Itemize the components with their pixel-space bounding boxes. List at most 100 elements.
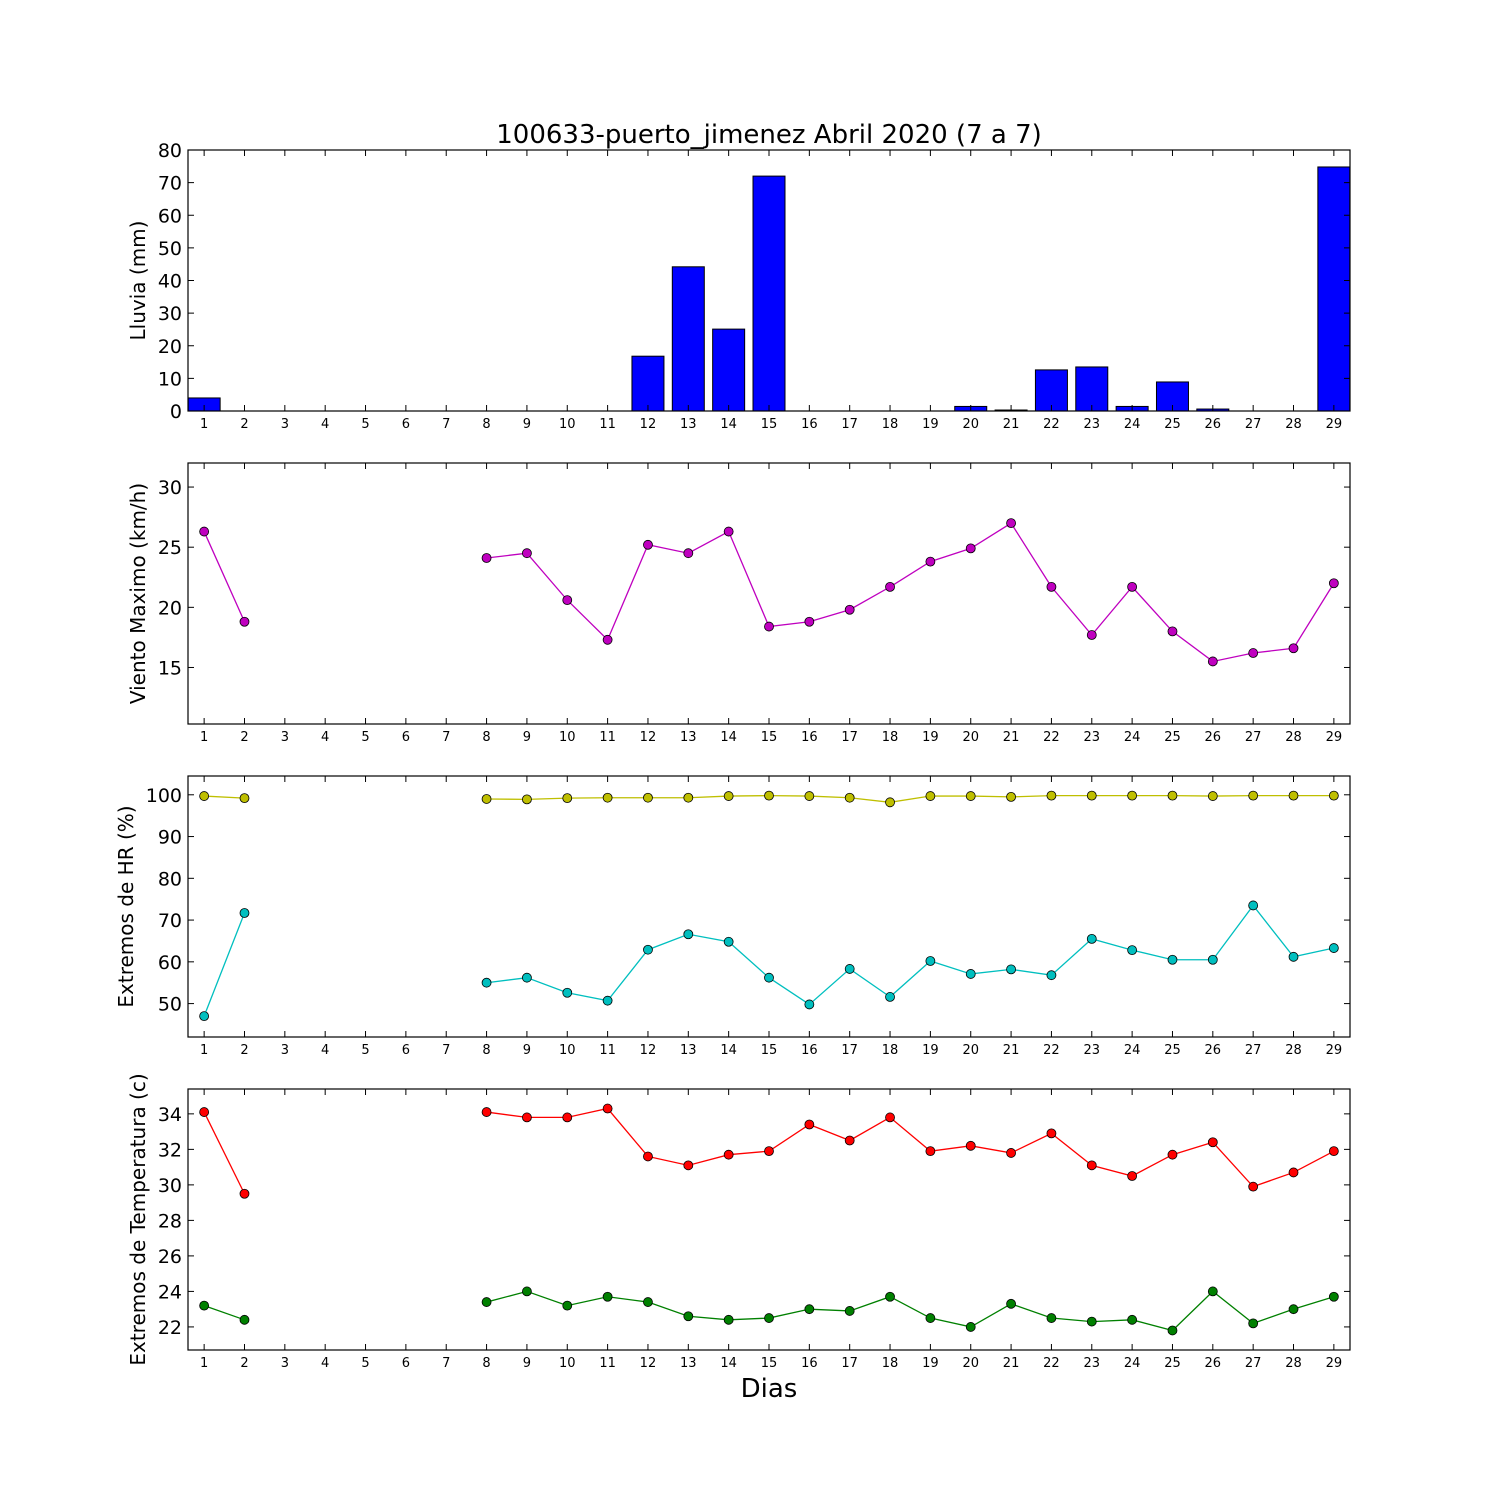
rain-bar-day-23 xyxy=(1075,366,1109,412)
x-axis-label: Dias xyxy=(741,1374,798,1404)
panel-2-xtick-label-20: 20 xyxy=(962,730,979,745)
panel-4-series-1-point-day-22 xyxy=(1046,1128,1057,1139)
panel-3-xtick-label-6: 6 xyxy=(402,1043,410,1058)
panel-4-series-1-point-day-1 xyxy=(199,1107,210,1117)
panel-4-xtick-label-27: 27 xyxy=(1245,1356,1262,1371)
panel-1-ytick-label-30: 30 xyxy=(158,303,182,325)
panel-2-series-1-point-day-23 xyxy=(1086,630,1097,640)
panel-1-y-axis-label: Lluvia (mm) xyxy=(126,221,150,341)
panel-4-series-2-point-day-28 xyxy=(1288,1304,1299,1315)
panel-3-xtick-label-27: 27 xyxy=(1245,1043,1262,1058)
panel-2-series-1-point-day-1 xyxy=(199,526,210,537)
panel-4-xtick-label-9: 9 xyxy=(523,1356,531,1371)
panel-3-series-2-point-day-16 xyxy=(804,999,815,1010)
panel-3-series-1-point-day-15 xyxy=(764,790,774,801)
panel-4-series-1-point-day-21 xyxy=(1006,1148,1016,1158)
panel-3-series-2-point-day-10 xyxy=(562,987,573,998)
panel-2-series-1-point-day-22 xyxy=(1046,581,1057,592)
panel-3-series-1-point-day-10 xyxy=(562,793,573,804)
rain-bar-day-22 xyxy=(1034,369,1068,412)
panel-2-xtick-label-12: 12 xyxy=(640,730,657,745)
panel-3-xtick-label-19: 19 xyxy=(922,1043,939,1058)
panel-3-series-2-point-day-27 xyxy=(1248,900,1259,911)
panel-4-series-2-point-day-16 xyxy=(804,1304,815,1315)
panel-4-series-1-point-day-29 xyxy=(1328,1146,1339,1157)
panel-4-series-1-point-day-17 xyxy=(844,1135,855,1146)
chart-title: 100633-puerto_jimenez Abril 2020 (7 a 7) xyxy=(496,120,1042,150)
panel-4-series-1-point-day-24 xyxy=(1127,1171,1138,1181)
panel-3-xtick-label-29: 29 xyxy=(1326,1043,1343,1058)
panel-4-xtick-label-2: 2 xyxy=(240,1356,248,1371)
panel-3-series-2-line-2 xyxy=(486,904,1334,1006)
panel-2-xtick-label-4: 4 xyxy=(321,730,329,745)
panel-3-series-2-point-day-17 xyxy=(844,964,855,974)
panel-2-xtick-label-2: 2 xyxy=(240,730,248,745)
panel-4-series-2-point-day-12 xyxy=(643,1297,653,1307)
panel-4-xtick-label-6: 6 xyxy=(402,1356,410,1371)
panel-2-xtick-label-8: 8 xyxy=(482,730,490,745)
rain-bar-day-29 xyxy=(1317,166,1351,412)
panel-4-series-1-point-day-15 xyxy=(764,1146,774,1157)
panel-3-xtick-label-5: 5 xyxy=(361,1043,369,1058)
panel-1-xtick-label-26: 26 xyxy=(1205,417,1222,432)
panel-3-series-1-point-day-21 xyxy=(1006,791,1016,802)
panel-2-series-1-point-day-29 xyxy=(1328,578,1339,589)
panel-4-series-2-point-day-25 xyxy=(1167,1325,1178,1336)
panel-2-series-1-point-day-8 xyxy=(481,553,492,563)
panel-3-series-1-point-day-23 xyxy=(1086,790,1097,801)
panel-4-series-2-point-day-17 xyxy=(844,1306,855,1316)
panel-4-xtick-label-28: 28 xyxy=(1285,1356,1302,1371)
panel-4-series-2-point-day-22 xyxy=(1046,1313,1057,1323)
panel-1-xtick-label-2: 2 xyxy=(240,417,248,432)
panel-4-series-2-point-day-14 xyxy=(723,1314,734,1325)
panel-4-xtick-label-23: 23 xyxy=(1084,1356,1101,1371)
panel-1-ytick-label-10: 10 xyxy=(158,368,182,390)
panel-4-xtick-label-10: 10 xyxy=(559,1356,576,1371)
panel-1-ytick-label-80: 80 xyxy=(158,140,182,162)
panel-3-series-1-point-day-25 xyxy=(1167,790,1178,801)
panel-3-series-2-point-day-15 xyxy=(764,972,774,983)
panel-4-ytick-label-32: 32 xyxy=(158,1139,182,1161)
panel-4-series-2-point-day-21 xyxy=(1006,1298,1016,1309)
panel-2-xtick-label-11: 11 xyxy=(599,730,616,745)
panel-1-ytick-label-0: 0 xyxy=(170,401,182,423)
panel-3-xtick-label-11: 11 xyxy=(599,1043,616,1058)
panel-2-series-1-point-day-10 xyxy=(562,595,573,606)
panel-4-series-1-point-day-16 xyxy=(804,1119,815,1130)
panel-1-xtick-label-3: 3 xyxy=(281,417,289,432)
panel-2-xtick-label-29: 29 xyxy=(1326,730,1343,745)
panel-3-series-1-point-day-24 xyxy=(1127,790,1138,801)
panel-2-series-1-point-day-20 xyxy=(965,543,976,554)
panel-3-series-2-point-day-14 xyxy=(723,936,734,947)
panel-4-series-1-line-2 xyxy=(486,1107,1335,1188)
panel-2-series-1-point-day-12 xyxy=(643,539,653,550)
panel-1-xtick-label-29: 29 xyxy=(1326,417,1343,432)
panel-3-series-1-point-day-26 xyxy=(1207,791,1218,801)
panel-4-series-1-line-1 xyxy=(203,1111,246,1195)
panel-4-series-1-point-day-23 xyxy=(1086,1160,1097,1171)
panel-3-series-2-point-day-18 xyxy=(885,992,895,1002)
panel-2-xtick-label-7: 7 xyxy=(442,730,450,745)
panel-3-series-1-line-2 xyxy=(486,794,1334,803)
panel-4-y-axis-label: Extremos de Temperatura (c) xyxy=(126,1073,150,1365)
panel-3-series-1-point-day-16 xyxy=(804,791,815,801)
panel-2-series-1-point-day-28 xyxy=(1288,643,1299,654)
panel-2-series-1-line-2 xyxy=(486,522,1335,663)
panel-2-xtick-label-1: 1 xyxy=(200,730,208,745)
panel-4-series-1-point-day-13 xyxy=(683,1160,694,1171)
panel-1-xtick-label-17: 17 xyxy=(841,417,858,432)
panel-4-series-1-point-day-8 xyxy=(481,1107,492,1117)
panel-3-series-2-point-day-24 xyxy=(1127,945,1138,956)
panel-3-series-1-point-day-19 xyxy=(925,791,936,801)
panel-3-series-1-point-day-27 xyxy=(1248,790,1259,801)
panel-3-series-2-point-day-23 xyxy=(1086,933,1097,944)
panel-1-xtick-label-24: 24 xyxy=(1124,417,1141,432)
panel-1-xtick-label-27: 27 xyxy=(1245,417,1262,432)
panel-4-series-2-point-day-1 xyxy=(199,1300,210,1311)
panel-4-xtick-label-3: 3 xyxy=(281,1356,289,1371)
panel-4-xtick-label-16: 16 xyxy=(801,1356,818,1371)
panel-3-ytick-label-80: 80 xyxy=(158,868,182,890)
panel-2-xtick-label-28: 28 xyxy=(1285,730,1302,745)
panel-2-xtick-label-22: 22 xyxy=(1043,730,1060,745)
panel-1-xtick-label-15: 15 xyxy=(761,417,778,432)
